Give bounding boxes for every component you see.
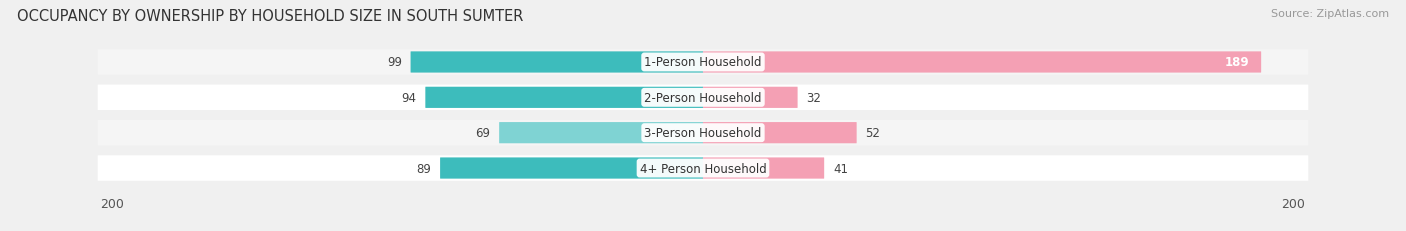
Text: 1-Person Household: 1-Person Household bbox=[644, 56, 762, 69]
Text: 32: 32 bbox=[807, 91, 821, 104]
Text: 3-Person Household: 3-Person Household bbox=[644, 127, 762, 140]
FancyBboxPatch shape bbox=[703, 158, 824, 179]
Text: Source: ZipAtlas.com: Source: ZipAtlas.com bbox=[1271, 9, 1389, 19]
Text: 4+ Person Household: 4+ Person Household bbox=[640, 162, 766, 175]
FancyBboxPatch shape bbox=[97, 85, 1308, 111]
FancyBboxPatch shape bbox=[97, 120, 1308, 146]
FancyBboxPatch shape bbox=[703, 52, 1261, 73]
FancyBboxPatch shape bbox=[440, 158, 703, 179]
Text: 99: 99 bbox=[387, 56, 402, 69]
FancyBboxPatch shape bbox=[426, 87, 703, 109]
Text: 89: 89 bbox=[416, 162, 432, 175]
Text: 52: 52 bbox=[866, 127, 880, 140]
FancyBboxPatch shape bbox=[97, 156, 1308, 181]
Text: OCCUPANCY BY OWNERSHIP BY HOUSEHOLD SIZE IN SOUTH SUMTER: OCCUPANCY BY OWNERSHIP BY HOUSEHOLD SIZE… bbox=[17, 9, 523, 24]
Text: 69: 69 bbox=[475, 127, 491, 140]
FancyBboxPatch shape bbox=[703, 122, 856, 144]
Text: 41: 41 bbox=[832, 162, 848, 175]
FancyBboxPatch shape bbox=[703, 87, 797, 109]
FancyBboxPatch shape bbox=[411, 52, 703, 73]
Text: 94: 94 bbox=[402, 91, 416, 104]
FancyBboxPatch shape bbox=[499, 122, 703, 144]
FancyBboxPatch shape bbox=[97, 50, 1308, 75]
Text: 2-Person Household: 2-Person Household bbox=[644, 91, 762, 104]
Text: 189: 189 bbox=[1225, 56, 1250, 69]
